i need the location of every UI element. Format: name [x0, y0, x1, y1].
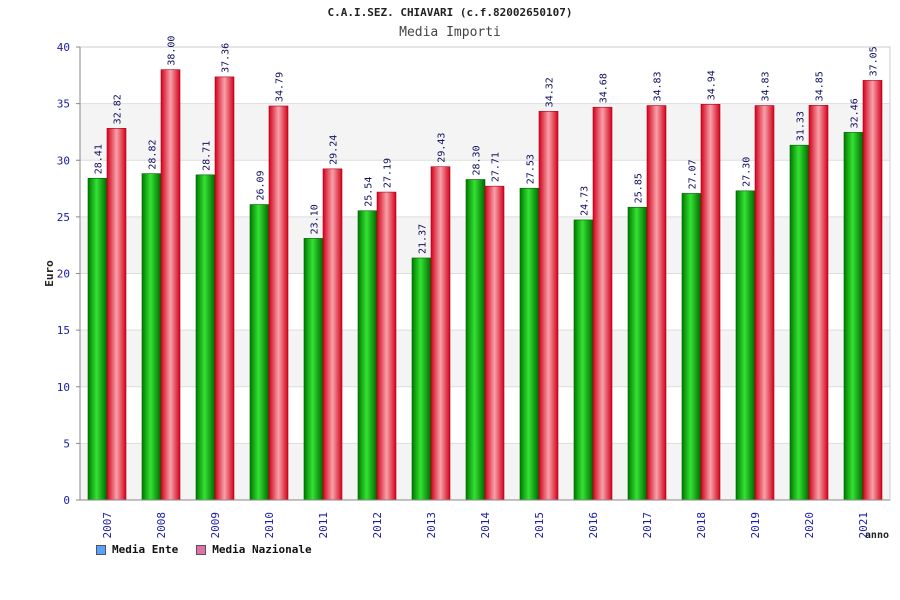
bar-nazionale-2020	[808, 105, 829, 501]
data-label-nazionale-2009: 37.36	[221, 43, 232, 73]
data-label-nazionale-2015: 34.32	[545, 77, 556, 107]
data-label-ente-2008: 28.82	[148, 140, 159, 170]
legend-swatch-ente	[96, 544, 106, 555]
legend-swatch-nazionale	[196, 544, 207, 555]
x-tick-label-2015: 2015	[533, 512, 546, 539]
x-tick-label-2020: 2020	[803, 512, 816, 539]
x-tick-label-2018: 2018	[695, 512, 708, 539]
bar-nazionale-2014	[484, 185, 505, 501]
data-label-ente-2020: 31.33	[796, 111, 807, 141]
x-tick-label-2007: 2007	[101, 512, 114, 539]
x-axis-label: anno	[865, 530, 889, 541]
bar-ente-2012	[357, 210, 378, 501]
bar-ente-2020	[789, 144, 810, 501]
data-label-ente-2016: 24.73	[580, 186, 591, 216]
data-label-ente-2011: 23.10	[310, 204, 321, 234]
bar-nazionale-2012	[376, 191, 397, 501]
data-label-ente-2014: 28.30	[472, 145, 483, 175]
x-tick-label-2011: 2011	[317, 512, 330, 539]
bar-ente-2017	[627, 206, 648, 501]
bar-nazionale-2007	[106, 128, 127, 501]
data-label-nazionale-2012: 27.19	[383, 158, 394, 188]
data-label-ente-2012: 25.54	[364, 177, 375, 207]
bar-ente-2007	[87, 177, 108, 501]
bar-nazionale-2015	[538, 111, 559, 501]
bar-nazionale-2010	[268, 105, 289, 501]
bar-nazionale-2019	[754, 105, 775, 501]
data-label-ente-2007: 28.41	[94, 144, 105, 174]
bar-nazionale-2016	[592, 106, 613, 501]
data-labels-layer: 28.41 32.82 28.82 38.00 28.71 37.36 26.09 34.79…	[94, 36, 880, 254]
bars-layer	[87, 69, 883, 501]
data-label-nazionale-2018: 34.94	[707, 70, 718, 100]
y-tick-label: 20	[57, 268, 70, 281]
data-label-ente-2018: 27.07	[688, 159, 699, 189]
data-label-nazionale-2017: 34.83	[653, 71, 664, 101]
data-label-ente-2021: 32.46	[850, 98, 861, 128]
data-label-nazionale-2008: 38.00	[167, 36, 178, 66]
bar-nazionale-2013	[430, 166, 451, 501]
data-label-nazionale-2014: 27.71	[491, 152, 502, 182]
y-axis-label: Euro	[43, 260, 56, 287]
data-label-ente-2015: 27.53	[526, 154, 537, 184]
bar-ente-2010	[249, 204, 270, 501]
data-label-nazionale-2013: 29.43	[437, 133, 448, 163]
chart-subtitle: Media Importi	[399, 25, 501, 40]
y-tick-label: 35	[57, 98, 70, 111]
y-tick-label: 30	[57, 154, 70, 167]
x-tick-label-2010: 2010	[263, 512, 276, 539]
y-tick-label: 40	[57, 41, 70, 54]
x-tick-label-2016: 2016	[587, 512, 600, 539]
y-tick-label: 0	[63, 494, 70, 507]
data-label-nazionale-2019: 34.83	[761, 71, 772, 101]
data-label-ente-2010: 26.09	[256, 170, 267, 200]
legend-label-nazionale: Media Nazionale	[212, 543, 312, 556]
x-tick-label-2012: 2012	[371, 512, 384, 539]
data-label-nazionale-2016: 34.68	[599, 73, 610, 103]
x-tick-label-2017: 2017	[641, 512, 654, 539]
bar-ente-2016	[573, 219, 594, 501]
data-label-ente-2013: 21.37	[418, 224, 429, 254]
x-tick-label-2014: 2014	[479, 512, 492, 539]
data-label-ente-2009: 28.71	[202, 141, 213, 171]
bar-nazionale-2009	[214, 76, 235, 501]
y-tick-label: 25	[57, 211, 70, 224]
x-tick-label-2019: 2019	[749, 512, 762, 539]
bar-nazionale-2011	[322, 168, 343, 501]
data-label-nazionale-2021: 37.05	[869, 46, 880, 76]
x-tick-label-2009: 2009	[209, 512, 222, 539]
bar-nazionale-2008	[160, 69, 181, 501]
axes-layer: 0 5 10 15 20 25 30 35 40 Euro anno 2007 2008 2009 2010…	[43, 41, 890, 541]
legend-label-ente: Media Ente	[112, 543, 179, 556]
bar-ente-2009	[195, 174, 216, 501]
bar-ente-2021	[843, 132, 864, 501]
y-tick-label: 15	[57, 324, 70, 337]
bar-ente-2019	[735, 190, 756, 501]
bar-nazionale-2018	[700, 104, 721, 501]
bar-ente-2018	[681, 193, 702, 501]
data-label-nazionale-2011: 29.24	[329, 135, 340, 165]
bar-ente-2011	[303, 238, 324, 501]
legend-item-ente: Media Ente	[96, 543, 178, 556]
data-label-nazionale-2007: 32.82	[113, 94, 124, 124]
x-tick-label-2021: 2021	[857, 512, 870, 539]
bar-ente-2008	[141, 173, 162, 501]
bar-ente-2015	[519, 187, 540, 501]
bar-nazionale-2017	[646, 105, 667, 501]
bar-ente-2014	[465, 179, 486, 501]
chart-title: C.A.I.SEZ. CHIAVARI (c.f.82002650107)	[327, 6, 573, 19]
data-label-nazionale-2010: 34.79	[275, 72, 286, 102]
y-tick-label: 10	[57, 381, 70, 394]
data-label-ente-2017: 25.85	[634, 173, 645, 203]
x-tick-label-2008: 2008	[155, 512, 168, 539]
bar-nazionale-2021	[862, 80, 883, 501]
bar-ente-2013	[411, 257, 432, 501]
legend-item-nazionale: Media Nazionale	[196, 543, 312, 556]
x-tick-label-2013: 2013	[425, 512, 438, 539]
data-label-ente-2019: 27.30	[742, 157, 753, 187]
y-tick-label: 5	[63, 437, 70, 450]
data-label-nazionale-2020: 34.85	[815, 71, 826, 101]
legend: Media Ente Media Nazionale	[96, 543, 312, 556]
